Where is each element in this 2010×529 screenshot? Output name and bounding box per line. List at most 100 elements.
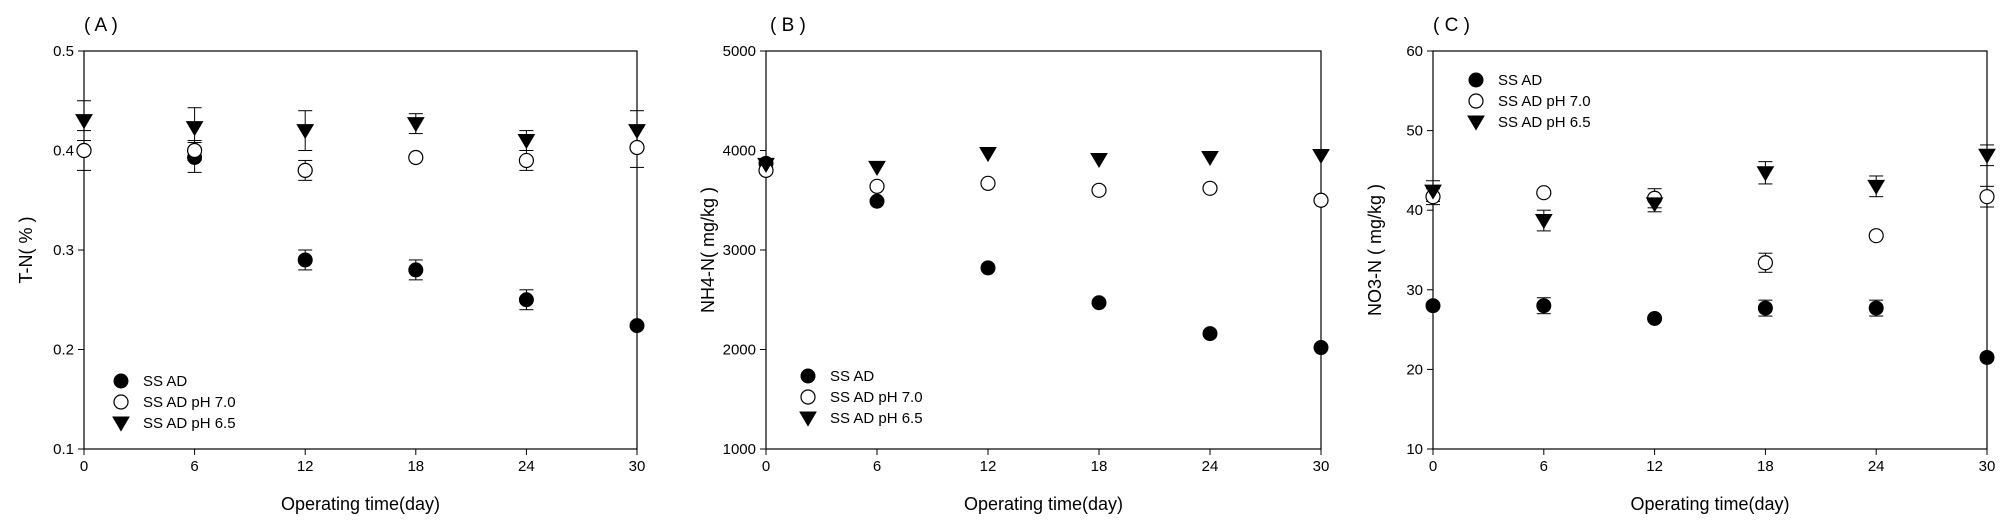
y-axis-title: NO3-N ( mg/kg ) xyxy=(1365,184,1385,316)
x-tick-label: 0 xyxy=(762,458,770,475)
y-tick-label: 0.5 xyxy=(53,43,74,60)
x-tick-label: 12 xyxy=(980,458,997,475)
y-tick-label: 0.1 xyxy=(53,441,74,458)
x-tick-label: 18 xyxy=(407,458,424,475)
legend: SS AD SS AD pH 7.0 SS AD pH 6.5 xyxy=(1467,72,1591,131)
legend: SS AD SS AD pH 7.0 SS AD pH 6.5 xyxy=(112,373,236,432)
y-tick-label: 10 xyxy=(1406,441,1423,458)
data-point-filled-triangle xyxy=(75,114,93,130)
legend-label: SS AD pH 7.0 xyxy=(1498,93,1591,110)
x-tick-label: 12 xyxy=(1646,458,1663,475)
data-point-filled-circle xyxy=(518,292,534,308)
x-tick-label: 0 xyxy=(1429,458,1437,475)
panel-label: ( A ) xyxy=(84,15,118,36)
legend-marker-filled-circle xyxy=(800,368,816,384)
data-point-filled-triangle xyxy=(406,117,425,133)
legend-marker-open-circle xyxy=(800,389,816,405)
x-tick-label: 6 xyxy=(873,458,881,475)
legend-marker-open-circle xyxy=(1468,93,1484,109)
legend: SS AD SS AD pH 7.0 SS AD pH 6.5 xyxy=(799,368,923,427)
data-point-open-circle xyxy=(629,139,645,156)
y-tick-label: 60 xyxy=(1406,43,1423,60)
data-point-filled-circle xyxy=(1536,298,1552,314)
chart-panel-2: ( B ) 0 6 12 18 24 30 1000 2000 3000 4000 5000 Opera… xyxy=(698,15,1330,514)
legend-label: SS AD pH 7.0 xyxy=(143,394,236,411)
panel-label: ( C ) xyxy=(1433,15,1470,36)
y-axis-title: NH4-N( mg/kg ) xyxy=(698,187,718,313)
y-tick-label: 50 xyxy=(1406,123,1423,140)
data-point-filled-circle xyxy=(629,318,645,334)
data-point-filled-triangle xyxy=(185,121,204,137)
x-tick-label: 12 xyxy=(297,458,314,475)
data-point-filled-circle xyxy=(1202,326,1218,342)
x-tick-label: 30 xyxy=(1979,458,1996,475)
x-tick-label: 6 xyxy=(1540,458,1548,475)
data-point-filled-triangle xyxy=(868,160,886,177)
data-point-filled-triangle xyxy=(1645,197,1664,213)
data-point-open-circle xyxy=(869,178,885,194)
data-point-filled-circle xyxy=(408,262,424,278)
data-point-filled-circle xyxy=(869,193,885,209)
y-tick-label: 3000 xyxy=(723,242,756,259)
data-point-filled-circle xyxy=(1313,340,1329,356)
data-point-open-circle xyxy=(1202,180,1218,196)
legend-marker-filled-circle xyxy=(113,373,129,389)
y-tick-label: 30 xyxy=(1406,282,1423,299)
data-point-open-circle xyxy=(1536,185,1552,201)
x-axis-title: Operating time(day) xyxy=(281,494,440,514)
legend-marker-filled-triangle xyxy=(1467,115,1485,131)
legend-label: SS AD pH 7.0 xyxy=(830,389,923,406)
data-point-filled-circle xyxy=(980,260,996,276)
y-tick-label: 40 xyxy=(1406,202,1423,219)
data-point-filled-triangle xyxy=(1867,179,1886,195)
data-point-open-circle xyxy=(76,142,92,159)
x-tick-label: 30 xyxy=(1313,458,1330,475)
y-axis-title: T-N( % ) xyxy=(16,217,36,284)
y-tick-label: 4000 xyxy=(723,143,756,160)
data-point-filled-triangle xyxy=(628,124,646,140)
data-point-filled-triangle xyxy=(1978,148,1996,164)
x-tick-label: 0 xyxy=(80,458,88,475)
y-tick-label: 0.4 xyxy=(53,143,74,160)
data-point-filled-circle xyxy=(1979,349,1995,365)
data-point-filled-triangle xyxy=(1090,152,1108,169)
legend-label: SS AD xyxy=(1498,72,1542,89)
data-point-filled-triangle xyxy=(1424,184,1442,200)
data-point-filled-circle xyxy=(1425,298,1441,314)
data-point-open-circle xyxy=(187,142,203,159)
x-tick-label: 18 xyxy=(1091,458,1108,475)
data-point-filled-triangle xyxy=(517,134,536,150)
y-tick-label: 20 xyxy=(1406,361,1423,378)
legend-marker-filled-circle xyxy=(1468,72,1484,88)
data-point-filled-circle xyxy=(1757,300,1773,316)
data-point-open-circle xyxy=(1757,255,1774,271)
data-point-filled-circle xyxy=(297,252,313,268)
chart-panel-3: ( C ) 0 6 12 18 24 30 10 20 30 40 50 60 Operating tim… xyxy=(1365,15,1996,514)
data-point-filled-triangle xyxy=(1534,214,1553,230)
legend-label: SS AD pH 6.5 xyxy=(1498,114,1591,131)
data-point-filled-circle xyxy=(1868,300,1884,316)
legend-label: SS AD xyxy=(830,368,874,385)
data-point-filled-circle xyxy=(1091,295,1107,311)
data-point-filled-triangle xyxy=(296,124,315,140)
y-tick-label: 0.3 xyxy=(53,242,74,259)
legend-marker-filled-triangle xyxy=(112,416,130,432)
data-point-filled-triangle xyxy=(1756,166,1775,182)
x-tick-label: 24 xyxy=(1202,458,1219,475)
data-point-filled-triangle xyxy=(979,146,997,163)
data-point-filled-triangle xyxy=(1201,150,1219,167)
data-point-filled-triangle xyxy=(757,157,775,174)
y-tick-label: 0.2 xyxy=(53,342,74,359)
y-tick-label: 1000 xyxy=(723,441,756,458)
panel-label: ( B ) xyxy=(770,15,806,36)
legend-label: SS AD xyxy=(143,373,187,390)
data-point-open-circle xyxy=(297,162,313,178)
y-tick-label: 2000 xyxy=(723,342,756,359)
x-tick-label: 18 xyxy=(1757,458,1774,475)
plot-frame xyxy=(1432,50,1988,450)
data-point-open-circle xyxy=(518,152,535,169)
chart-panel-1: ( A ) 0 6 12 18 24 30 0.1 0.2 0.3 0.4 0.5 Operating … xyxy=(16,15,646,514)
data-point-filled-circle xyxy=(1647,310,1663,326)
data-point-open-circle xyxy=(980,175,996,191)
